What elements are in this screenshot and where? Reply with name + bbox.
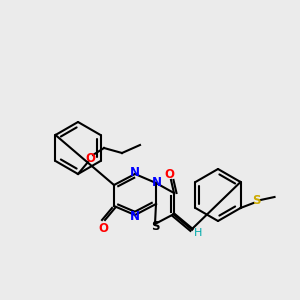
Text: O: O: [164, 169, 174, 182]
Text: N: N: [130, 209, 140, 223]
Text: H: H: [194, 228, 202, 238]
Text: N: N: [130, 167, 140, 179]
Text: O: O: [85, 152, 95, 164]
Text: S: S: [252, 194, 261, 206]
Text: S: S: [151, 220, 159, 232]
Text: O: O: [98, 221, 108, 235]
Text: N: N: [152, 176, 162, 188]
